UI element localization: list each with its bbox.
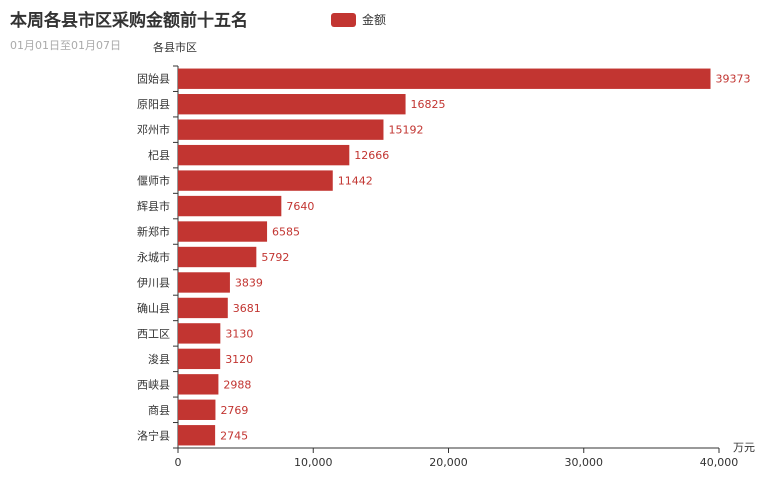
category-label: 西峡县 — [137, 377, 170, 391]
bar[interactable] — [178, 246, 257, 268]
value-label: 39373 — [716, 73, 751, 86]
category-label: 永城市 — [137, 250, 170, 264]
category-label: 邓州市 — [137, 123, 170, 137]
x-tick-label: 0 — [175, 456, 182, 469]
x-tick-label: 20,000 — [429, 456, 468, 469]
category-label: 固始县 — [137, 72, 170, 86]
bar[interactable] — [178, 119, 384, 140]
category-label: 商县 — [148, 403, 170, 417]
legend-label: 金额 — [362, 13, 387, 27]
chart-subtitle: 01月01日至01月07日 — [10, 39, 121, 52]
value-label: 2745 — [220, 429, 248, 442]
value-label: 12666 — [354, 149, 389, 162]
category-label: 偃师市 — [137, 174, 170, 188]
bar[interactable] — [178, 425, 216, 446]
value-label: 5792 — [261, 251, 289, 264]
category-label: 辉县市 — [137, 199, 170, 213]
bar[interactable] — [178, 272, 230, 293]
bar[interactable] — [178, 323, 221, 344]
category-label: 原阳县 — [137, 98, 170, 111]
bar[interactable] — [178, 195, 282, 217]
value-label: 2988 — [223, 378, 251, 391]
bar[interactable] — [178, 68, 711, 89]
value-label: 6585 — [272, 226, 300, 239]
value-label: 15192 — [388, 124, 423, 137]
category-label: 杞县 — [148, 148, 170, 162]
bar[interactable] — [178, 94, 406, 115]
value-label: 3839 — [235, 276, 263, 289]
chart-title: 本周各县市区采购金额前十五名 — [10, 11, 248, 31]
bar[interactable] — [178, 297, 228, 319]
category-label: 洛宁县 — [137, 428, 170, 442]
bar[interactable] — [178, 348, 221, 370]
bar[interactable] — [178, 144, 350, 166]
value-label: 7640 — [286, 200, 314, 213]
value-label: 2769 — [220, 404, 248, 417]
value-label: 3120 — [225, 353, 253, 366]
x-axis-name: 万元 — [733, 441, 755, 454]
y-axis-name: 各县市区 — [153, 40, 197, 54]
value-label: 16825 — [411, 98, 446, 111]
value-label: 3130 — [225, 327, 253, 340]
category-label: 确山县 — [137, 302, 170, 315]
value-label: 11442 — [338, 175, 373, 188]
plot-area: 0 10,000 20,000 30,000 40,000 固始县 39373 原阳县 1682… — [137, 65, 751, 469]
category-label: 浚县 — [148, 352, 170, 366]
bar[interactable] — [178, 170, 333, 191]
bar[interactable] — [178, 399, 216, 420]
legend-item-amount[interactable]: 金额 — [331, 11, 386, 28]
x-tick-label: 40,000 — [700, 456, 739, 469]
category-label: 新郑市 — [137, 225, 170, 239]
bar[interactable] — [178, 221, 268, 242]
legend-swatch — [331, 12, 356, 27]
x-tick-label: 30,000 — [565, 456, 604, 469]
category-label: 伊川县 — [137, 276, 170, 289]
category-label: 西工区 — [137, 327, 170, 340]
bar[interactable] — [178, 374, 219, 395]
value-label: 3681 — [233, 302, 261, 315]
x-tick-label: 10,000 — [294, 456, 333, 469]
